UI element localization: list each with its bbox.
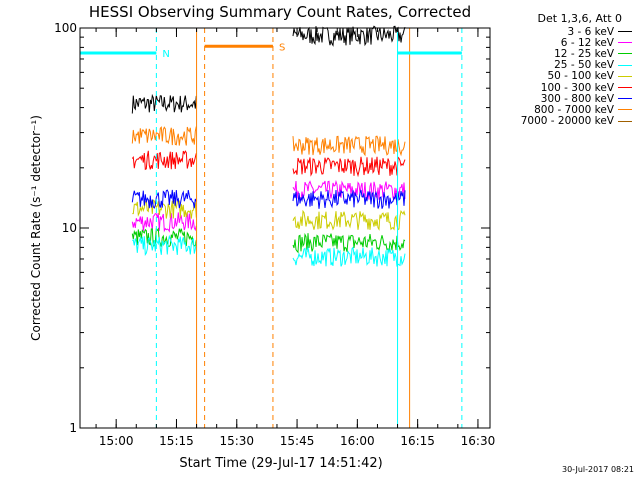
axis-layer: 15:00 15:15 15:30 15:45 16:00 16:15 16:30 1 10 10… — [54, 21, 495, 448]
marker-layer — [155, 28, 463, 428]
x-tick-label-3: 15:45 — [280, 434, 315, 448]
flag-label-0: N — [162, 49, 169, 60]
series-trace-7-1 — [292, 135, 406, 157]
chart-title: HESSI Observing Summary Count Rates, Cor… — [89, 3, 471, 21]
series-trace-6-1 — [292, 189, 406, 209]
series-trace-6-0 — [131, 189, 197, 209]
y-axis-label: Corrected Count Rate (s⁻¹ detector⁻¹) — [29, 115, 43, 341]
series-trace-2-1 — [292, 232, 406, 254]
timestamp-stamp: 30-Jul-2017 08:21 — [561, 465, 634, 474]
legend-swatch — [618, 87, 632, 89]
series-trace-1-0 — [131, 212, 197, 233]
legend-item-label: 3 - 6 keV — [567, 25, 614, 38]
legend-item-label: 7000 - 20000 keV — [520, 115, 614, 128]
legend-item: 800 - 7000 keV — [482, 103, 632, 116]
x-tick-label-2: 15:30 — [219, 434, 254, 448]
series-trace-3-0 — [132, 234, 197, 257]
legend-swatch — [618, 31, 632, 33]
legend-item-label: 6 - 12 keV — [560, 36, 614, 49]
y-tick-label-2: 100 — [54, 21, 77, 35]
legend-swatch — [618, 109, 632, 111]
legend-swatch — [618, 75, 632, 77]
plot-frame — [79, 27, 491, 429]
series-trace-7-0 — [131, 126, 197, 146]
series-trace-5-1 — [292, 156, 406, 178]
flag-layer: NS — [80, 42, 462, 60]
legend-item-label: 50 - 100 keV — [547, 70, 614, 83]
legend-item: 3 - 6 keV — [482, 25, 632, 38]
series-trace-1-1 — [292, 179, 406, 201]
series-trace-4-0 — [132, 199, 197, 219]
legend-item: 300 - 800 keV — [482, 92, 632, 105]
legend-swatch — [618, 98, 632, 100]
legend-item-label: 100 - 300 keV — [540, 81, 614, 94]
legend-item: 50 - 100 keV — [482, 70, 632, 83]
legend-item: 6 - 12 keV — [482, 36, 632, 49]
legend-header: Det 1,3,6, Att 0 — [537, 12, 622, 25]
x-tick-label-0: 15:00 — [99, 434, 134, 448]
legend-swatch — [618, 42, 632, 44]
series-trace-4-1 — [292, 209, 406, 231]
legend: Det 1,3,6, Att 0 3 - 6 keV 6 - 12 keV 12 -… — [482, 12, 632, 127]
y-tick-label-1: 10 — [62, 221, 77, 235]
series-trace-0-1 — [292, 25, 406, 47]
legend-item: 12 - 25 keV — [482, 47, 632, 60]
series-layer — [131, 25, 406, 267]
legend-swatch — [618, 53, 632, 55]
series-trace-3-1 — [292, 245, 406, 267]
legend-item-label: 800 - 7000 keV — [534, 103, 614, 116]
x-axis-label: Start Time (29-Jul-17 14:51:42) — [179, 456, 382, 471]
x-tick-label-1: 15:15 — [159, 434, 194, 448]
x-tick-label-5: 16:15 — [400, 434, 435, 448]
x-tick-label-6: 16:30 — [461, 434, 496, 448]
legend-item: 7000 - 20000 keV — [482, 115, 632, 128]
series-trace-5-0 — [131, 150, 197, 171]
x-tick-label-4: 16:00 — [340, 434, 375, 448]
legend-item-label: 12 - 25 keV — [554, 47, 614, 60]
series-trace-0-0 — [131, 93, 197, 114]
legend-item-label: 300 - 800 keV — [540, 92, 614, 105]
y-tick-label-0: 1 — [69, 421, 77, 435]
legend-swatch — [618, 120, 632, 122]
legend-item: 100 - 300 keV — [482, 81, 632, 94]
legend-item-label: 25 - 50 keV — [554, 59, 614, 72]
flag-label-2: S — [279, 42, 285, 53]
legend-swatch — [618, 64, 632, 66]
legend-item: 25 - 50 keV — [482, 59, 632, 72]
